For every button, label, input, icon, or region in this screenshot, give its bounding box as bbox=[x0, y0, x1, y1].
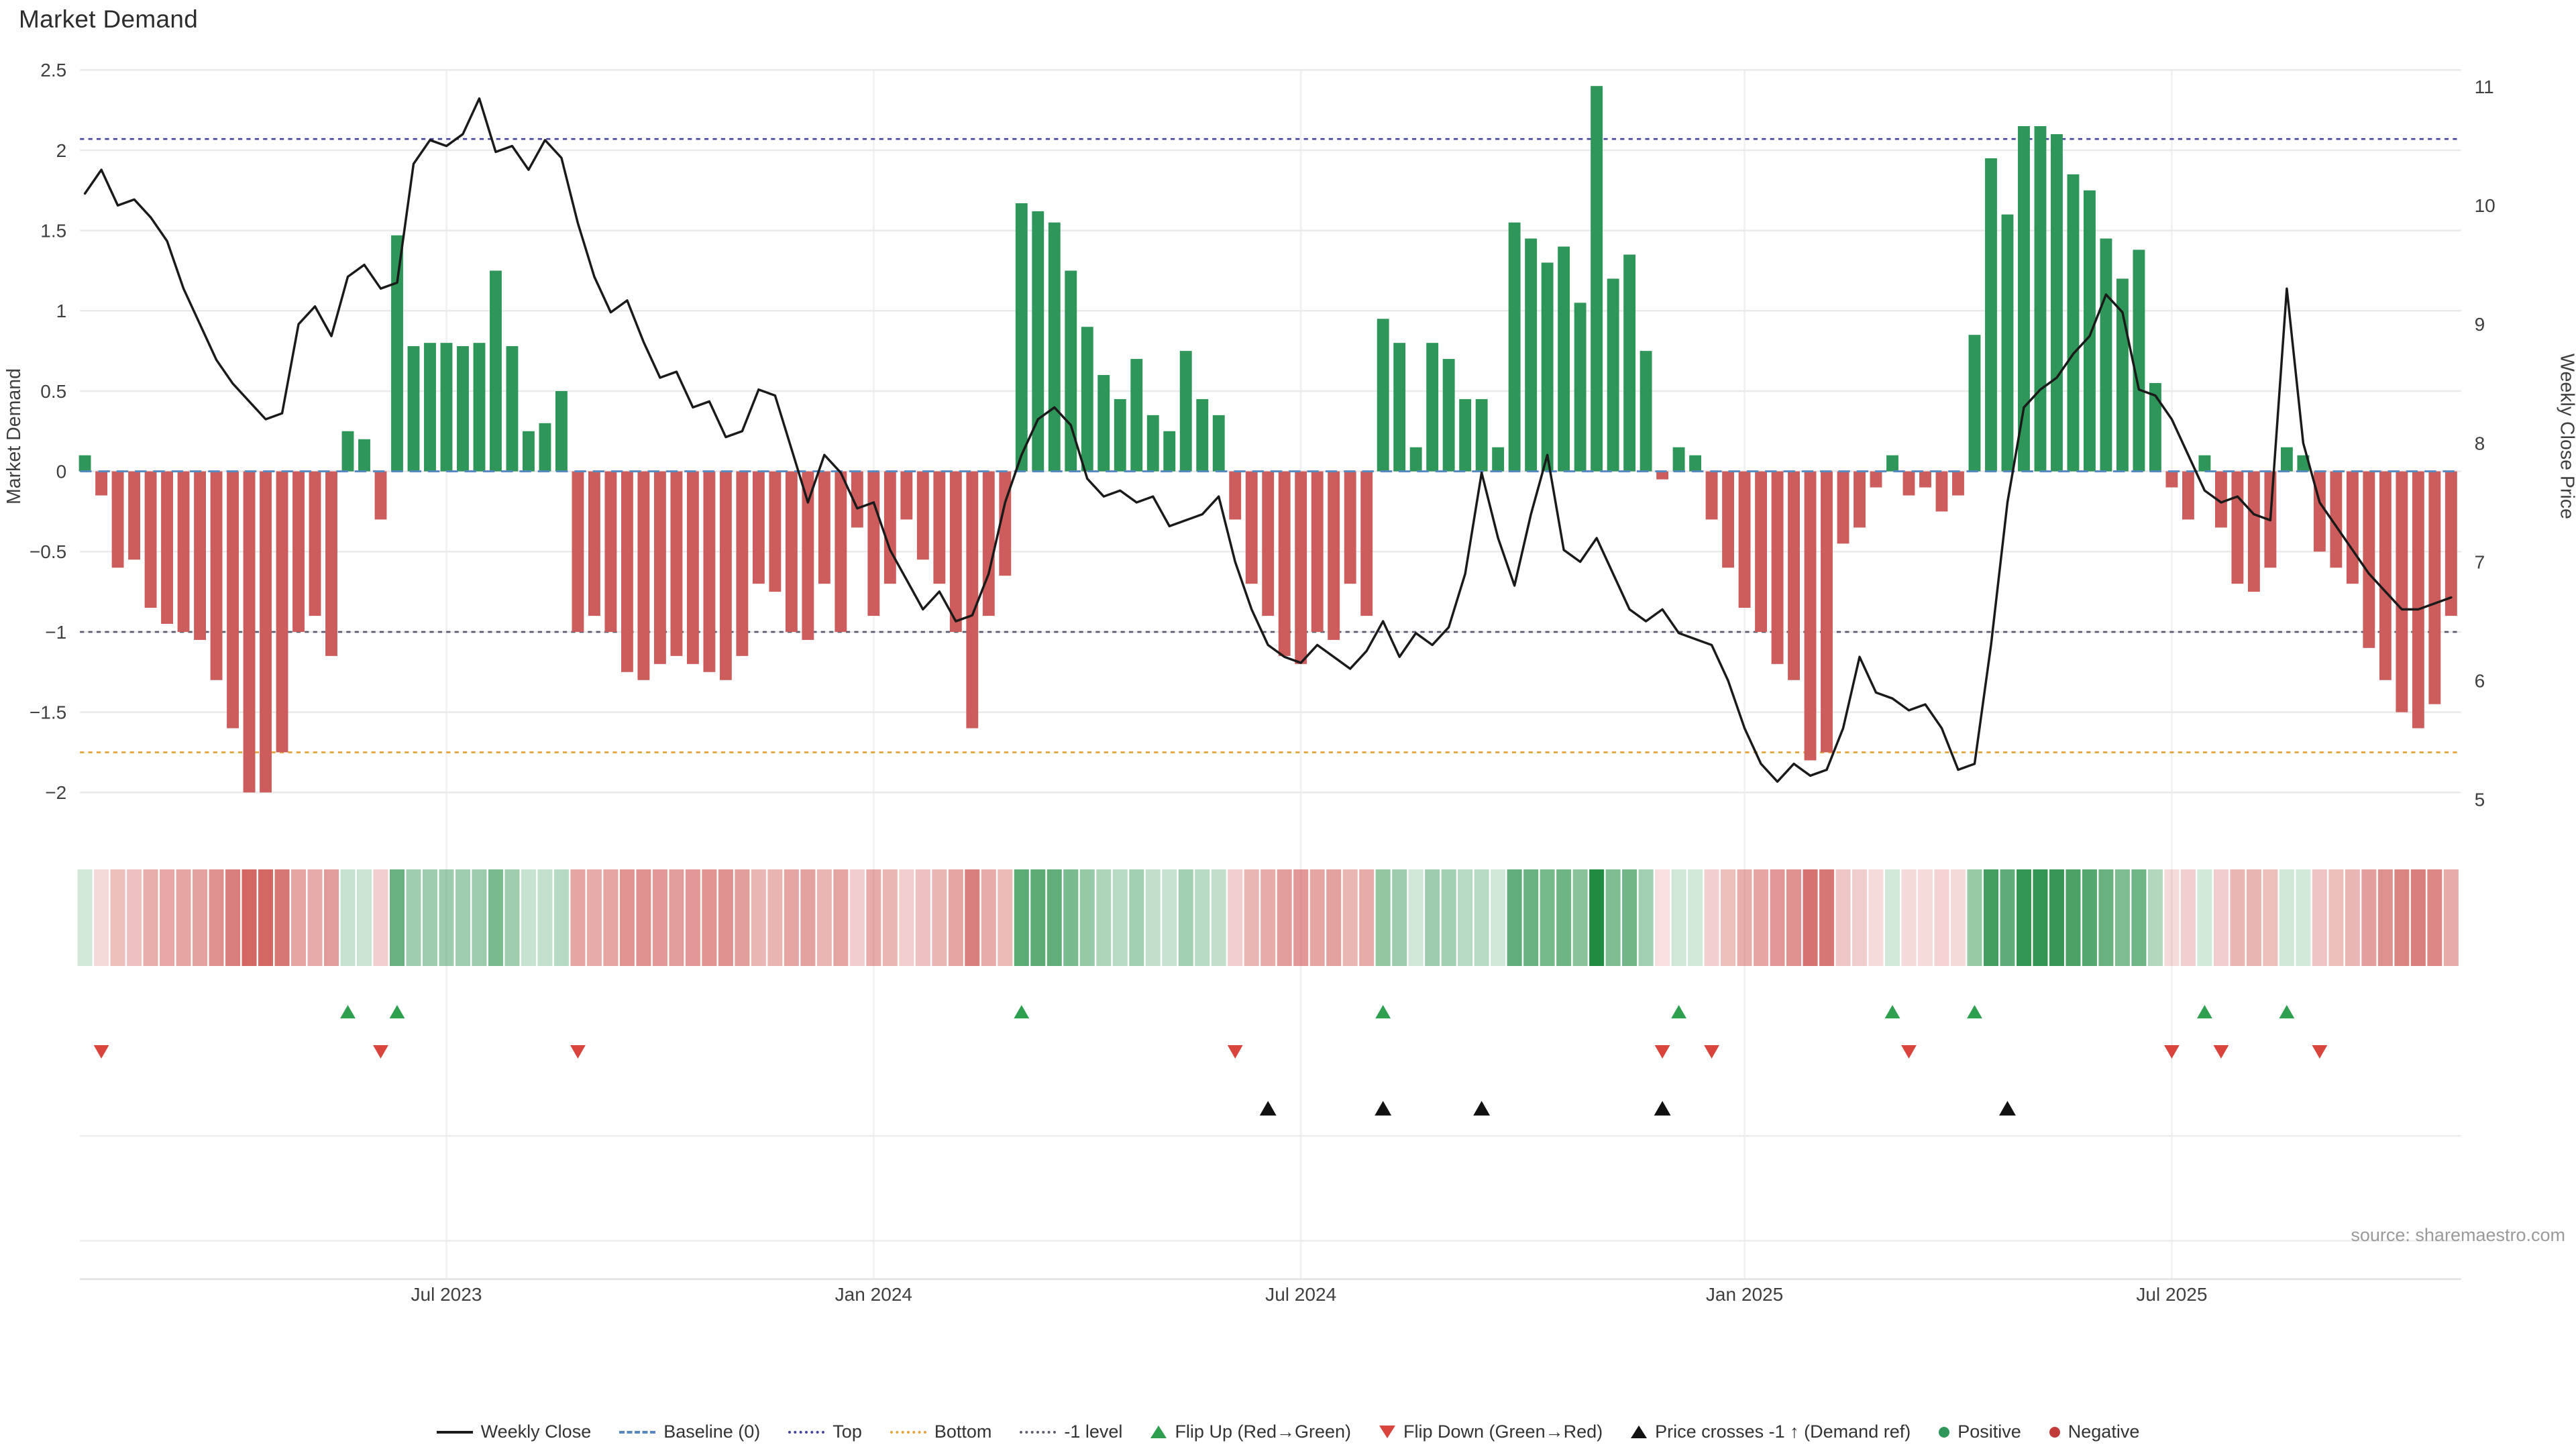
svg-text:0: 0 bbox=[56, 462, 67, 482]
dash-swatch-icon bbox=[619, 1430, 656, 1434]
legend-item[interactable]: Baseline (0) bbox=[619, 1421, 760, 1442]
legend: Weekly Close Baseline (0) Top Bottom -1 leve… bbox=[0, 1421, 2576, 1442]
legend-label: Weekly Close bbox=[480, 1421, 592, 1442]
svg-text:−1: −1 bbox=[45, 622, 66, 643]
legend-item[interactable]: Flip Down (Green→Red) bbox=[1379, 1421, 1603, 1442]
legend-item[interactable]: Bottom bbox=[890, 1421, 992, 1442]
legend-label: Baseline (0) bbox=[663, 1421, 761, 1442]
legend-label: -1 level bbox=[1064, 1421, 1123, 1442]
triangle-up-swatch-icon bbox=[1631, 1426, 1648, 1438]
svg-text:5: 5 bbox=[2475, 790, 2485, 810]
dot-swatch-icon bbox=[1939, 1426, 1950, 1438]
svg-text:11: 11 bbox=[2475, 76, 2494, 97]
line-swatch-icon bbox=[436, 1430, 473, 1434]
legend-item[interactable]: Positive bbox=[1939, 1421, 2021, 1442]
legend-label: Bottom bbox=[934, 1421, 992, 1442]
dot-swatch-icon bbox=[2049, 1426, 2060, 1438]
svg-text:−1.5: −1.5 bbox=[30, 702, 66, 723]
svg-text:−2: −2 bbox=[45, 782, 66, 803]
triangle-up-swatch-icon bbox=[1150, 1426, 1167, 1438]
legend-item[interactable]: Flip Up (Red→Green) bbox=[1150, 1421, 1351, 1442]
svg-text:2: 2 bbox=[56, 140, 67, 161]
legend-item[interactable]: Top bbox=[788, 1421, 862, 1442]
legend-label: Negative bbox=[2068, 1421, 2140, 1442]
svg-text:−0.5: −0.5 bbox=[30, 541, 66, 562]
svg-text:1.5: 1.5 bbox=[40, 221, 66, 241]
svg-text:Jul 2024: Jul 2024 bbox=[1265, 1284, 1336, 1305]
legend-label: Positive bbox=[1957, 1421, 2021, 1442]
dot-line-swatch-icon bbox=[890, 1430, 926, 1434]
svg-text:9: 9 bbox=[2475, 314, 2485, 335]
legend-label: Top bbox=[833, 1421, 862, 1442]
svg-text:Jul 2023: Jul 2023 bbox=[411, 1284, 482, 1305]
svg-text:Jul 2025: Jul 2025 bbox=[2136, 1284, 2207, 1305]
dot-line-swatch-icon bbox=[788, 1430, 825, 1434]
dot-line-swatch-icon bbox=[1020, 1430, 1057, 1434]
flip-down-markers bbox=[93, 1045, 2328, 1059]
triangle-down-swatch-icon bbox=[1379, 1426, 1396, 1438]
svg-text:2.5: 2.5 bbox=[40, 60, 66, 80]
legend-label: Flip Up (Red→Green) bbox=[1175, 1421, 1352, 1442]
legend-item[interactable]: Negative bbox=[2049, 1421, 2140, 1442]
svg-text:6: 6 bbox=[2475, 671, 2485, 692]
svg-text:0.5: 0.5 bbox=[40, 381, 66, 402]
svg-text:Market Demand: Market Demand bbox=[3, 368, 25, 504]
flip-up-markers bbox=[340, 1005, 2295, 1019]
heatmap-strip bbox=[77, 869, 2459, 966]
legend-item[interactable]: Price crosses -1 ↑ (Demand ref) bbox=[1631, 1421, 1911, 1442]
svg-text:Jan 2024: Jan 2024 bbox=[835, 1284, 912, 1305]
svg-text:Jan 2025: Jan 2025 bbox=[1706, 1284, 1783, 1305]
price-line bbox=[83, 97, 2453, 783]
legend-label: Price crosses -1 ↑ (Demand ref) bbox=[1655, 1421, 1911, 1442]
svg-text:8: 8 bbox=[2475, 433, 2485, 453]
svg-text:Weekly Close Price: Weekly Close Price bbox=[2557, 354, 2576, 519]
chart-title: Market Demand bbox=[19, 5, 199, 33]
axes: Jul 2023 Jan 2024 Jul 2024 Jan 2025 Jul 2025… bbox=[3, 60, 2576, 1305]
price-cross-markers bbox=[1259, 1101, 2016, 1116]
svg-text:7: 7 bbox=[2475, 551, 2485, 572]
legend-item[interactable]: Weekly Close bbox=[436, 1421, 592, 1442]
demand-bars bbox=[78, 86, 2457, 793]
source-note: source: sharemaestro.com bbox=[2351, 1225, 2565, 1245]
legend-label: Flip Down (Green→Red) bbox=[1403, 1421, 1603, 1442]
svg-text:10: 10 bbox=[2475, 195, 2496, 216]
legend-item[interactable]: -1 level bbox=[1020, 1421, 1122, 1442]
reference-lines bbox=[80, 138, 2461, 753]
svg-text:1: 1 bbox=[56, 301, 67, 321]
